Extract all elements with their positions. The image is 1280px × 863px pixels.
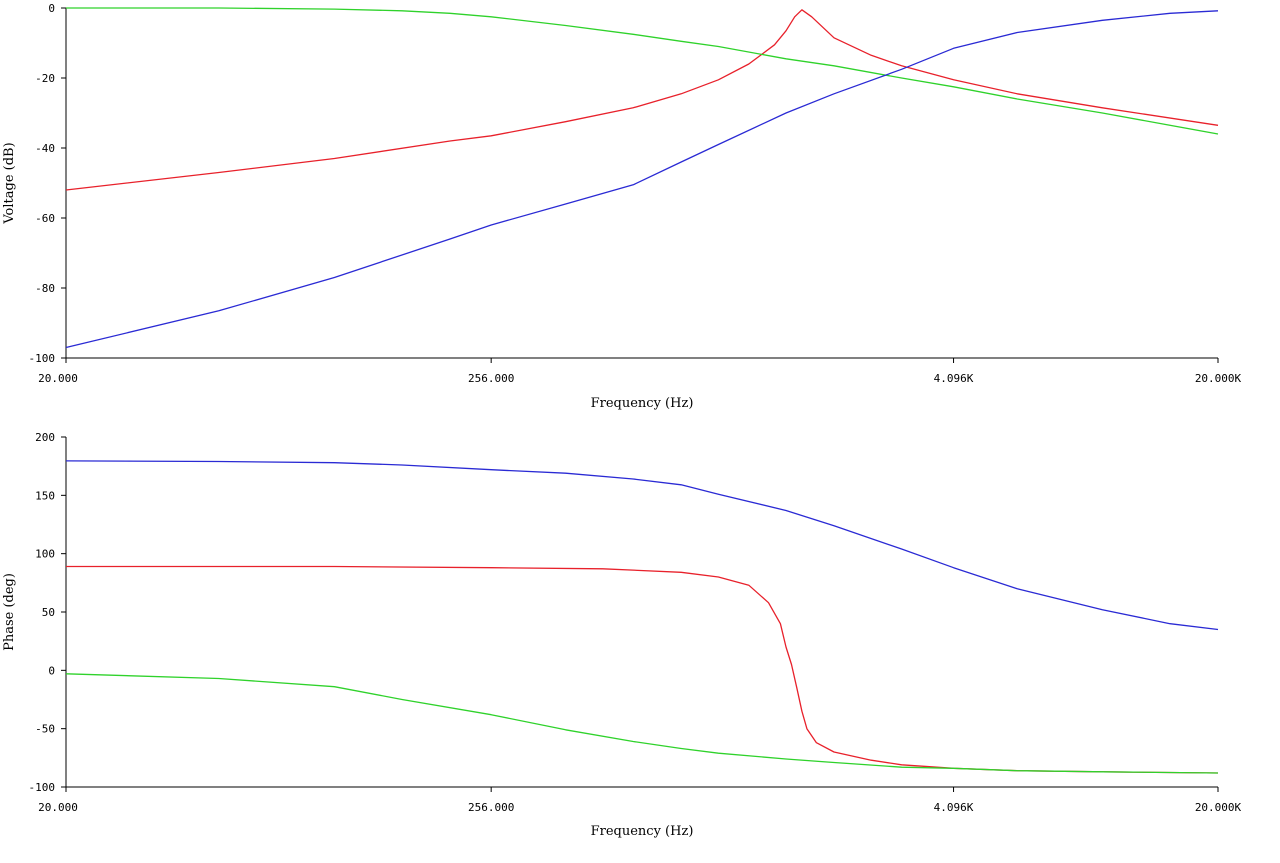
voltage-y-axis: Voltage (dB) 0 -20 -40 -60 -80 -100: [2, 2, 67, 365]
phase-x-axis: Frequency (Hz) 20.000 256.000 4.096K 20.000…: [38, 786, 1242, 839]
voltage-y-tick-label: -40: [35, 142, 55, 155]
voltage-y-tick-label: 0: [48, 2, 55, 15]
phase-x-tick-label: 256.000: [468, 801, 514, 814]
phase-y-tick-label: -100: [29, 781, 56, 794]
phase-blue-line: [65, 460, 1219, 631]
phase-y-tick-label: 0: [48, 664, 55, 677]
voltage-green-line: [66, 7, 1219, 135]
voltage-y-tick-label: -20: [35, 72, 55, 85]
voltage-y-tick-label: -60: [35, 212, 55, 225]
voltage-x-ticks: 20.000 256.000 4.096K 20.000K: [38, 358, 1242, 385]
voltage-x-axis: Frequency (Hz) 20.000 256.000 4.096K 20.000…: [38, 357, 1242, 411]
voltage-x-tick-label: 20.000K: [1195, 372, 1242, 385]
voltage-x-tick-label: 256.000: [468, 372, 514, 385]
phase-y-ticks: 200 150 100 50 0 -50 -100: [29, 431, 66, 794]
voltage-red-line: [65, 9, 1219, 191]
phase-green-line: [65, 673, 1219, 774]
phase-y-tick-label: 200: [35, 431, 55, 444]
phase-x-tick-label: 20.000: [38, 801, 78, 814]
voltage-y-ticks: 0 -20 -40 -60 -80 -100: [29, 2, 66, 365]
voltage-y-axis-title: Voltage (dB): [2, 142, 17, 224]
voltage-x-tick-label: 4.096K: [934, 372, 974, 385]
phase-y-tick-label: 50: [42, 606, 55, 619]
phase-x-tick-label: 4.096K: [934, 801, 974, 814]
voltage-blue-line: [65, 10, 1219, 349]
voltage-x-axis-title: Frequency (Hz): [591, 396, 694, 411]
phase-y-tick-label: 150: [35, 489, 55, 502]
phase-y-tick-label: -50: [35, 723, 55, 736]
phase-series: [65, 460, 1219, 774]
phase-y-axis-title: Phase (deg): [2, 573, 17, 651]
voltage-y-tick-label: -100: [29, 352, 56, 365]
phase-y-axis: Phase (deg) 200 150 100 50 0 -50 -100: [2, 431, 67, 794]
voltage-series: [65, 7, 1219, 349]
voltage-y-tick-label: -80: [35, 282, 55, 295]
voltage-plot: Voltage (dB) 0 -20 -40 -60 -80 -100 Frequency…: [2, 2, 1242, 411]
voltage-x-tick-label: 20.000: [38, 372, 78, 385]
phase-x-axis-title: Frequency (Hz): [591, 824, 694, 839]
phase-plot: Phase (deg) 200 150 100 50 0 -50 -100 Frequenc…: [2, 431, 1242, 839]
phase-red-line: [66, 565, 1219, 774]
phase-y-tick-label: 100: [35, 548, 55, 561]
phase-x-tick-label: 20.000K: [1195, 801, 1242, 814]
phase-x-ticks: 20.000 256.000 4.096K 20.000K: [38, 787, 1242, 814]
